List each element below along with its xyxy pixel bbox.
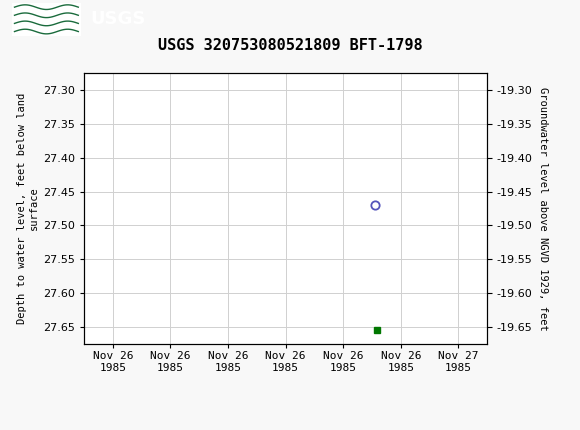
Y-axis label: Groundwater level above NGVD 1929, feet: Groundwater level above NGVD 1929, feet bbox=[538, 87, 548, 330]
Text: USGS: USGS bbox=[90, 10, 145, 28]
Y-axis label: Depth to water level, feet below land
surface: Depth to water level, feet below land su… bbox=[17, 93, 39, 324]
Text: USGS 320753080521809 BFT-1798: USGS 320753080521809 BFT-1798 bbox=[158, 38, 422, 52]
Legend: Period of approved data: Period of approved data bbox=[188, 428, 383, 430]
Bar bbox=[12, 3, 81, 36]
